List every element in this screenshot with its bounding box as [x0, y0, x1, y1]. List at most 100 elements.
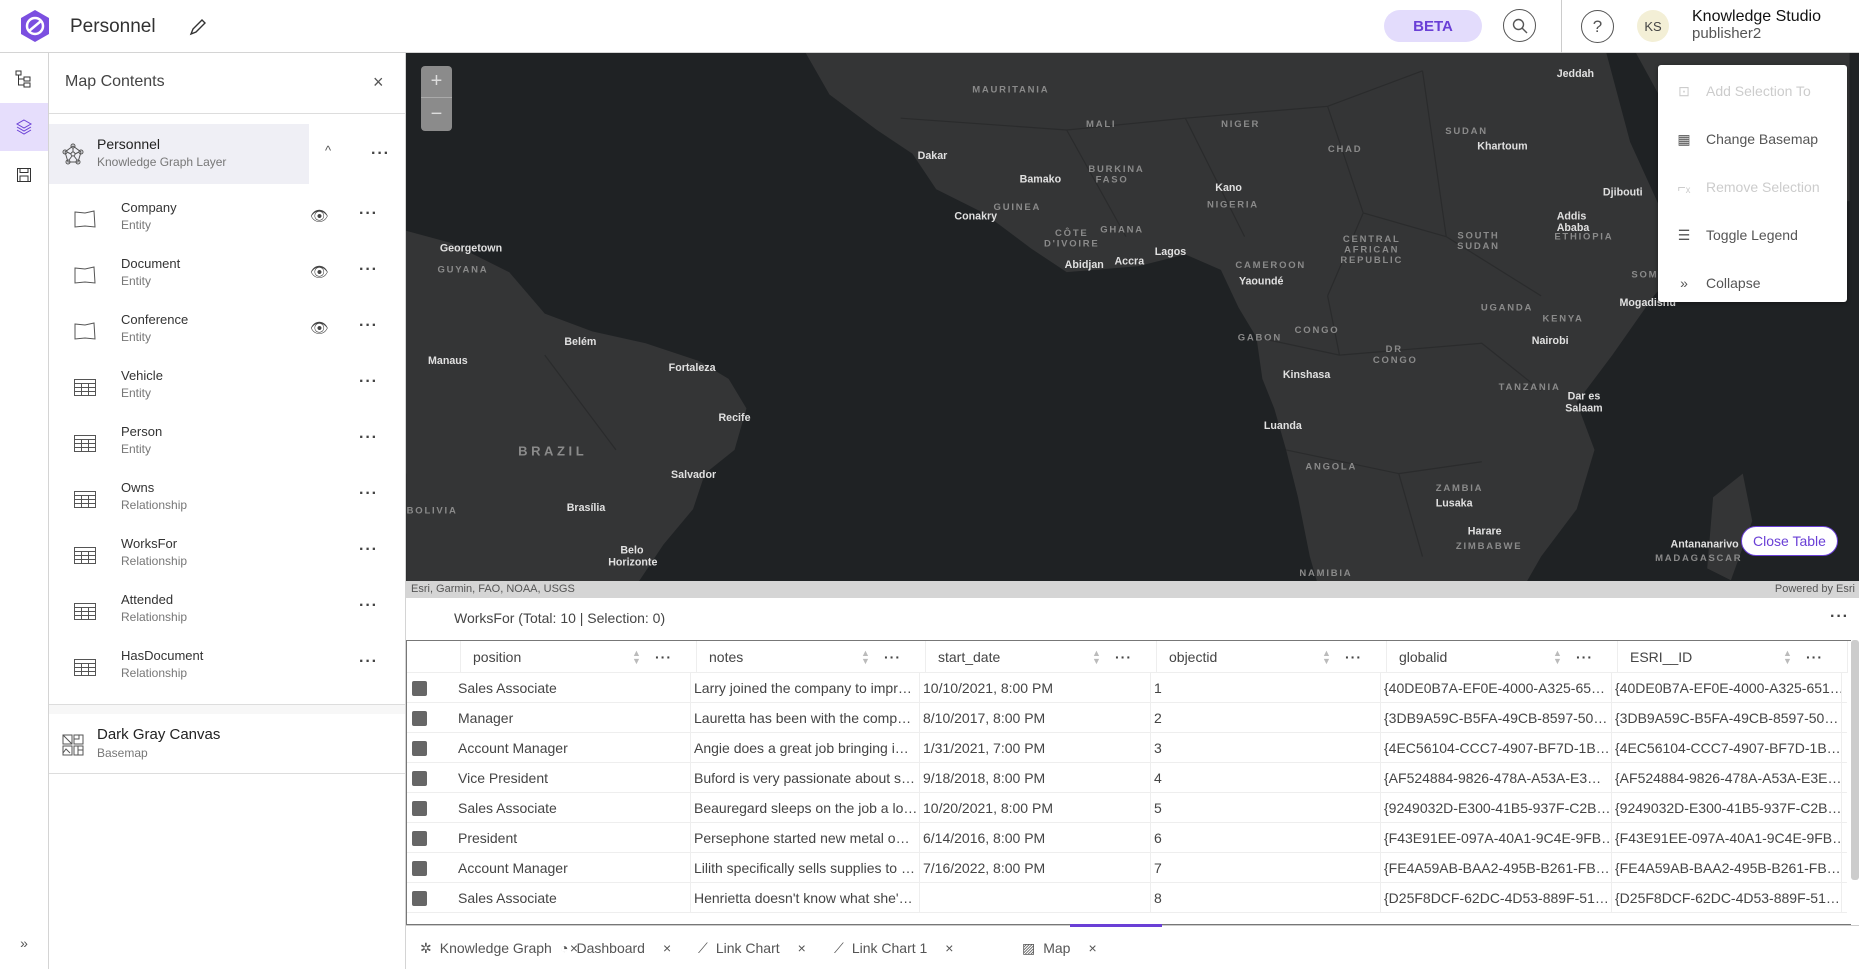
menu-item-toggle-legend[interactable]: ☰ Toggle Legend	[1658, 211, 1847, 259]
close-tab-icon[interactable]: ×	[945, 940, 954, 956]
sublayer-options-button[interactable]: ···	[359, 597, 378, 614]
visibility-eye-icon[interactable]: 👁	[310, 320, 330, 337]
close-panel-button[interactable]: ×	[373, 72, 384, 93]
sublayer-options-button[interactable]: ···	[359, 317, 378, 334]
close-icon: ×	[373, 72, 384, 92]
visibility-eye-icon[interactable]: 👁	[310, 264, 330, 281]
sublayer-item[interactable]: Person Entity ···	[49, 415, 406, 471]
sublayer-options-button[interactable]: ···	[359, 485, 378, 502]
row-checkbox[interactable]	[412, 891, 427, 906]
sublayer-item[interactable]: HasDocument Relationship ···	[49, 639, 406, 695]
sublayer-options-button[interactable]: ···	[359, 429, 378, 446]
edit-pencil-icon[interactable]	[188, 17, 208, 37]
sublayer-options-button[interactable]: ···	[359, 261, 378, 278]
table-title: WorksFor (Total: 10 | Selection: 0)	[454, 610, 666, 626]
sublayer-item[interactable]: Attended Relationship ···	[49, 583, 406, 639]
column-header[interactable]: globalid ▲ ▼ ···	[1387, 641, 1618, 673]
menu-item-change-basemap[interactable]: ▦ Change Basemap	[1658, 115, 1847, 163]
avatar[interactable]: KS	[1637, 10, 1669, 42]
table-row[interactable]: Account Manager Angie does a great job br…	[407, 733, 1847, 763]
user-info[interactable]: Knowledge Studio publisher2	[1692, 8, 1821, 42]
attribution-text[interactable]: Esri, Garmin, FAO, NOAA, USGS	[411, 583, 575, 595]
column-header[interactable]: notes ▲ ▼ ···	[697, 641, 926, 673]
app-logo-icon[interactable]	[18, 9, 52, 43]
sublayer-item[interactable]: Conference Entity 👁 ···	[49, 303, 406, 359]
sublayer-item[interactable]: Owns Relationship ···	[49, 471, 406, 527]
close-table-button[interactable]: Close Table	[1741, 526, 1838, 556]
tab-knowledge-graph[interactable]: ✲ Knowledge Graph ×	[420, 926, 578, 970]
powered-by-text[interactable]: Powered by Esri	[1774, 583, 1855, 595]
table-scrollbar[interactable]	[1851, 640, 1859, 880]
table-row[interactable]: Account Manager Lilith specifically sells…	[407, 853, 1847, 883]
zoom-in-button[interactable]: +	[421, 66, 452, 98]
row-checkbox[interactable]	[412, 771, 427, 786]
rail-layers-button[interactable]	[0, 103, 48, 151]
column-header-label: ESRI__ID	[1630, 649, 1693, 665]
column-options-button[interactable]: ···	[1806, 649, 1823, 665]
sublayer-item[interactable]: Company Entity 👁 ···	[49, 191, 406, 247]
sort-icon[interactable]: ▲ ▼	[1322, 648, 1331, 666]
column-options-button[interactable]: ···	[884, 649, 901, 665]
sort-icon[interactable]: ▲ ▼	[1092, 648, 1101, 666]
rail-save-button[interactable]	[0, 151, 48, 199]
visibility-eye-icon[interactable]: 👁	[310, 208, 330, 225]
layer-options-button[interactable]: ···	[371, 145, 390, 162]
column-header[interactable]: objectid ▲ ▼ ···	[1157, 641, 1387, 673]
row-checkbox[interactable]	[412, 681, 427, 696]
help-button[interactable]: ?	[1581, 10, 1614, 43]
table-row[interactable]: Vice President Buford is very passionate …	[407, 763, 1847, 793]
menu-item-add-selection-to[interactable]: ⊡ Add Selection To	[1658, 67, 1847, 115]
tab-map[interactable]: ▨ Map ×	[1022, 926, 1097, 970]
column-options-button[interactable]: ···	[655, 649, 672, 665]
close-tab-icon[interactable]: ×	[797, 940, 806, 956]
sort-icon[interactable]: ▲ ▼	[861, 648, 870, 666]
tab-link-chart[interactable]: ⟋ Link Chart ×	[698, 926, 806, 970]
menu-item-collapse[interactable]: » Collapse	[1658, 259, 1847, 307]
collapse-layer-button[interactable]: ^	[325, 143, 331, 158]
knowledge-graph-layer-item[interactable]: Personnel Knowledge Graph Layer	[49, 124, 309, 184]
column-options-button[interactable]: ···	[1345, 649, 1362, 665]
sublayer-options-button[interactable]: ···	[359, 653, 378, 670]
search-button[interactable]	[1503, 9, 1536, 42]
sublayer-item[interactable]: Vehicle Entity ···	[49, 359, 406, 415]
sort-icon[interactable]: ▲ ▼	[1553, 648, 1562, 666]
table-row[interactable]: Sales Associate Larry joined the company …	[407, 673, 1847, 703]
basemap-item[interactable]: Dark Gray Canvas Basemap	[49, 714, 405, 774]
sublayer-options-button[interactable]: ···	[359, 205, 378, 222]
rail-graph-button[interactable]	[0, 55, 48, 103]
sublayer-options-button[interactable]: ···	[359, 373, 378, 390]
row-checkbox[interactable]	[412, 801, 427, 816]
table-row[interactable]: President Persephone started new metal o……	[407, 823, 1847, 853]
table-row[interactable]: Sales Associate Henrietta doesn't know wh…	[407, 883, 1847, 913]
close-tab-icon[interactable]: ×	[1088, 940, 1097, 956]
close-tab-icon[interactable]: ×	[569, 940, 578, 956]
row-checkbox[interactable]	[412, 741, 427, 756]
table-options-button[interactable]: ···	[1830, 608, 1849, 625]
sort-icon[interactable]: ▲ ▼	[1783, 648, 1792, 666]
table-row[interactable]: Sales Associate Beauregard sleeps on the …	[407, 793, 1847, 823]
zoom-out-button[interactable]: −	[421, 98, 452, 130]
table-cell: 9/18/2018, 8:00 PM	[920, 763, 1151, 793]
map-view[interactable]	[406, 53, 1859, 598]
column-options-button[interactable]: ···	[1576, 649, 1593, 665]
close-tab-icon[interactable]: ×	[662, 940, 672, 956]
tab-dashboard[interactable]: ◔ Dashboard ×	[560, 926, 671, 970]
row-checkbox[interactable]	[412, 711, 427, 726]
expand-rail-button[interactable]: »	[0, 919, 48, 967]
column-header[interactable]: ESRI__ID ▲ ▼ ···	[1618, 641, 1848, 673]
sublayer-type: Entity	[121, 442, 152, 456]
tab-link-chart-1[interactable]: ⟋ Link Chart 1 ×	[834, 926, 953, 970]
beta-badge[interactable]: BETA	[1384, 10, 1482, 42]
sublayer-name: Owns	[121, 480, 155, 495]
sublayer-options-button[interactable]: ···	[359, 541, 378, 558]
sublayer-item[interactable]: Document Entity 👁 ···	[49, 247, 406, 303]
column-header[interactable]: start_date ▲ ▼ ···	[926, 641, 1157, 673]
table-row[interactable]: Manager Lauretta has been with the comp… 8…	[407, 703, 1847, 733]
row-checkbox[interactable]	[412, 831, 427, 846]
menu-item-remove-selection[interactable]: ⌐ₓ Remove Selection	[1658, 163, 1847, 211]
column-header[interactable]: position ▲ ▼ ···	[461, 641, 697, 673]
sublayer-item[interactable]: WorksFor Relationship ···	[49, 527, 406, 583]
row-checkbox[interactable]	[412, 861, 427, 876]
column-options-button[interactable]: ···	[1115, 649, 1132, 665]
sort-icon[interactable]: ▲ ▼	[632, 648, 641, 666]
